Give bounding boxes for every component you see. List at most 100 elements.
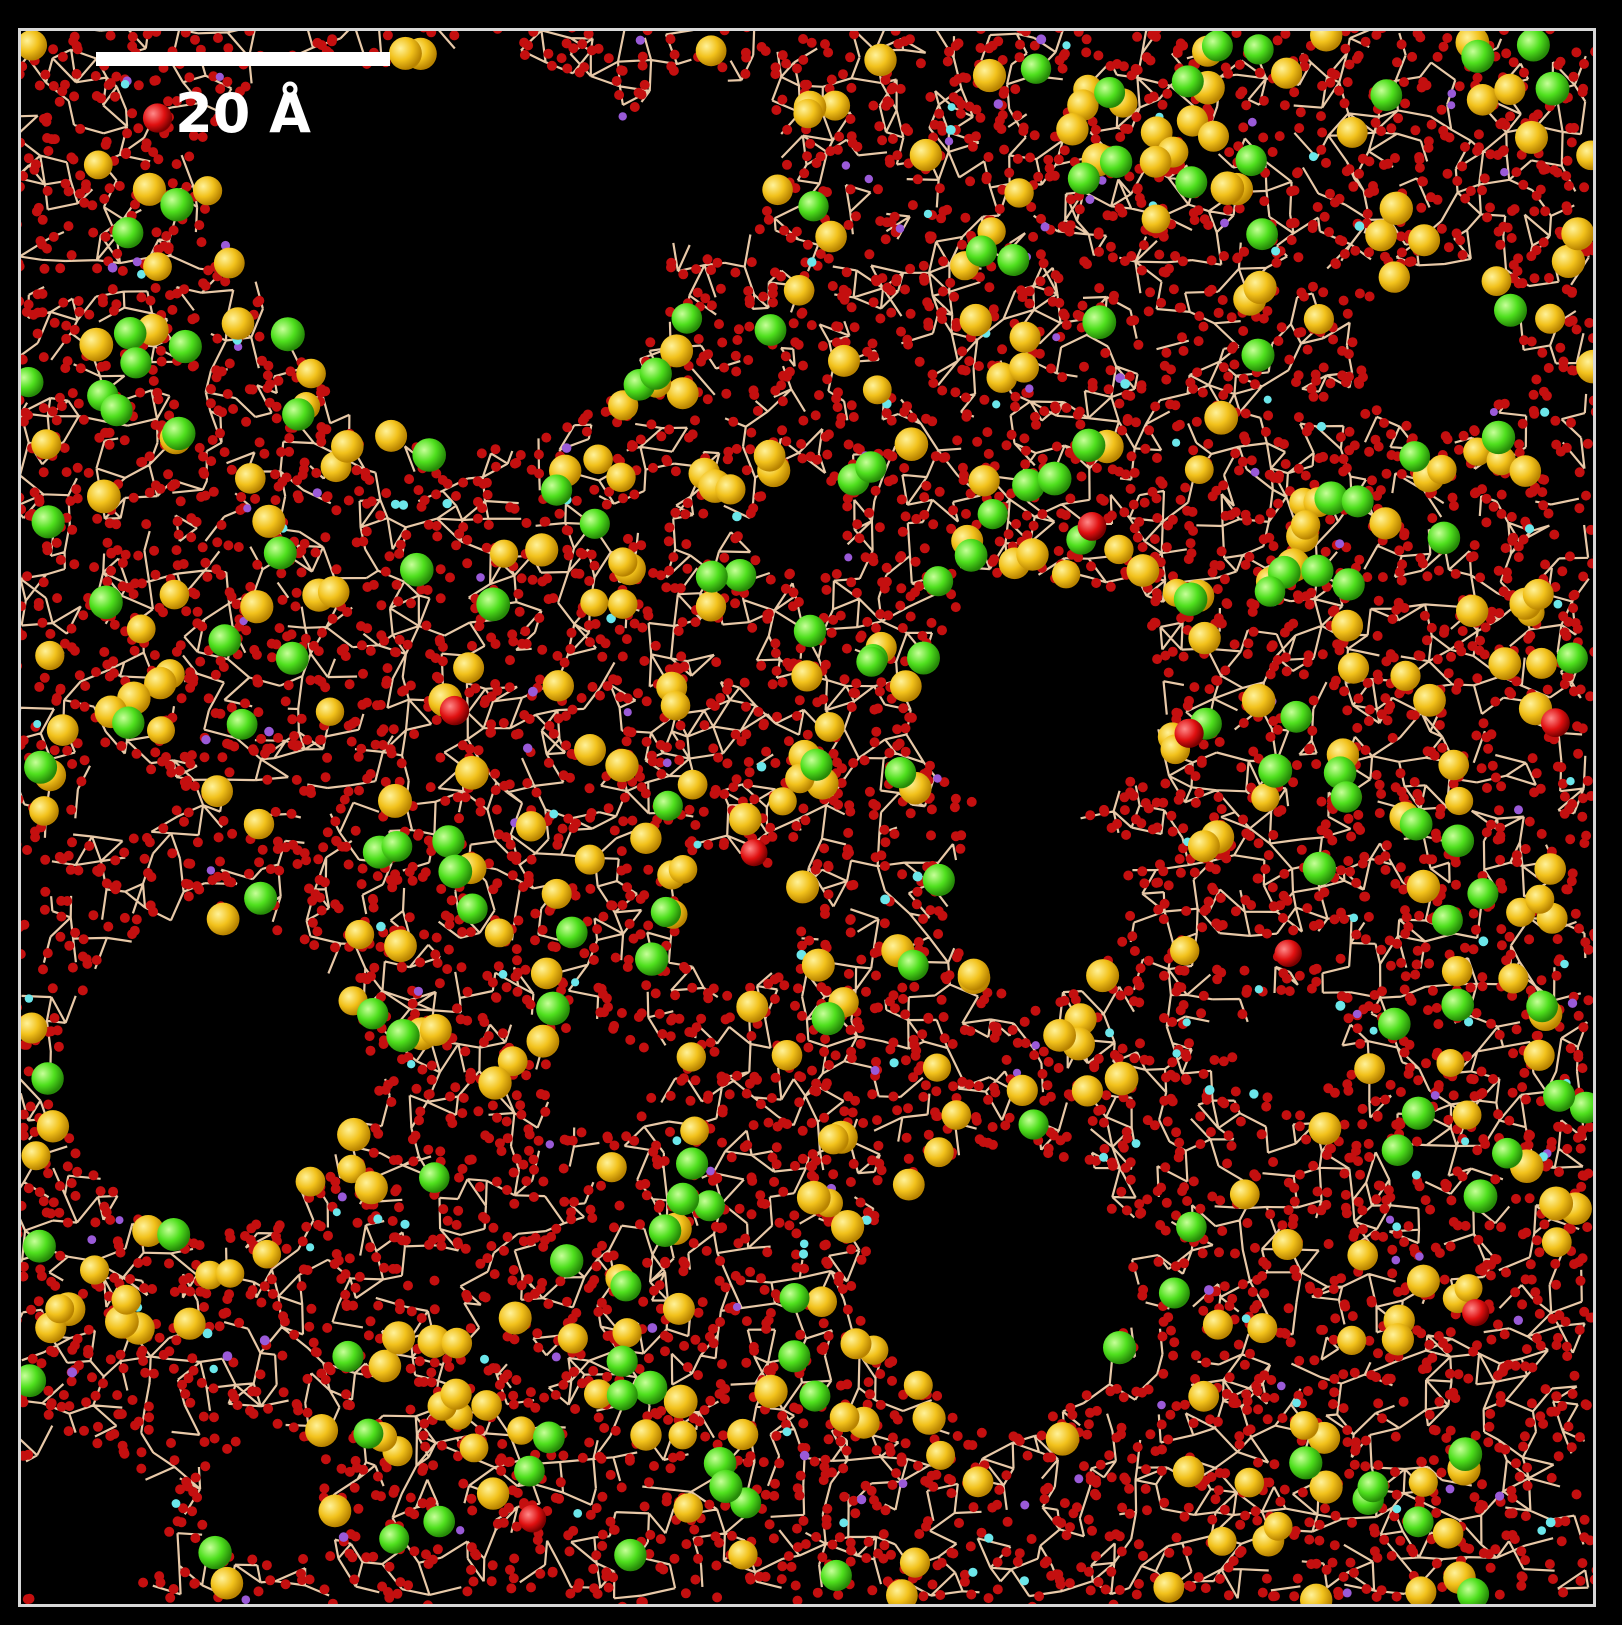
green-atom bbox=[1020, 53, 1052, 84]
purple-atom bbox=[662, 758, 672, 768]
purple-atom bbox=[870, 1065, 880, 1075]
cyan-atom bbox=[862, 1215, 872, 1225]
cyan-atom bbox=[1392, 1504, 1402, 1514]
green-atom bbox=[1463, 1179, 1498, 1214]
cyan-atom bbox=[1316, 421, 1327, 432]
green-atom bbox=[275, 641, 309, 675]
cyan-atom bbox=[1249, 1089, 1259, 1099]
yellow-atom bbox=[1153, 1571, 1185, 1603]
cyan-atom bbox=[1392, 1222, 1402, 1232]
cyan-atom bbox=[756, 761, 767, 772]
red-atom bbox=[1274, 939, 1302, 967]
cyan-atom bbox=[839, 1518, 849, 1528]
cyan-atom bbox=[606, 613, 616, 624]
green-atom bbox=[1258, 753, 1293, 788]
purple-atom bbox=[1277, 1381, 1286, 1391]
cyan-atom bbox=[947, 103, 956, 112]
yellow-atom bbox=[1576, 140, 1593, 171]
green-atom bbox=[1094, 77, 1126, 108]
green-atom bbox=[778, 1340, 811, 1373]
yellow-atom bbox=[243, 808, 275, 840]
green-atom bbox=[1535, 71, 1570, 106]
yellow-atom bbox=[1139, 145, 1172, 178]
yellow-atom bbox=[1539, 1186, 1574, 1221]
green-atom bbox=[1431, 904, 1463, 936]
yellow-atom bbox=[1561, 217, 1593, 251]
yellow-atom bbox=[660, 334, 694, 368]
green-atom bbox=[198, 1535, 232, 1570]
yellow-atom bbox=[159, 579, 190, 610]
yellow-atom bbox=[959, 303, 992, 337]
green-atom bbox=[614, 1538, 647, 1572]
purple-atom bbox=[623, 708, 632, 717]
green-atom bbox=[811, 1002, 845, 1036]
yellow-atom bbox=[695, 591, 727, 622]
green-atom bbox=[884, 757, 917, 789]
green-atom bbox=[400, 552, 434, 587]
yellow-atom bbox=[354, 1171, 388, 1205]
yellow-atom bbox=[1009, 352, 1039, 383]
cyan-atom bbox=[807, 257, 817, 267]
yellow-atom bbox=[1534, 853, 1566, 885]
yellow-atom bbox=[972, 58, 1007, 93]
green-atom bbox=[1370, 79, 1403, 112]
green-atom bbox=[855, 451, 887, 483]
yellow-atom bbox=[1535, 303, 1566, 334]
cyan-atom bbox=[171, 1499, 181, 1508]
green-atom bbox=[357, 998, 389, 1030]
green-atom bbox=[419, 1162, 450, 1193]
green-atom bbox=[113, 317, 147, 350]
yellow-atom bbox=[957, 958, 990, 991]
cyan-atom bbox=[1182, 1018, 1191, 1027]
purple-atom bbox=[1447, 101, 1456, 110]
yellow-atom bbox=[1365, 219, 1397, 252]
green-atom bbox=[112, 217, 144, 249]
purple-atom bbox=[206, 866, 216, 875]
yellow-atom bbox=[345, 919, 375, 950]
purple-atom bbox=[233, 342, 243, 351]
yellow-atom bbox=[1576, 349, 1593, 384]
cyan-atom bbox=[1241, 1314, 1251, 1323]
red-atom bbox=[1462, 1299, 1490, 1327]
green-atom bbox=[798, 191, 829, 222]
green-atom bbox=[31, 505, 65, 539]
green-atom bbox=[270, 317, 305, 352]
cyan-atom bbox=[1172, 1049, 1181, 1058]
cyan-atom bbox=[1545, 1517, 1556, 1528]
purple-atom bbox=[1012, 1068, 1022, 1077]
cyan-atom bbox=[1411, 1170, 1421, 1180]
yellow-atom bbox=[1378, 261, 1411, 293]
cyan-atom bbox=[1120, 379, 1131, 389]
yellow-atom bbox=[337, 1117, 371, 1152]
yellow-atom bbox=[384, 929, 417, 963]
yellow-atom bbox=[484, 918, 514, 948]
cyan-atom bbox=[480, 1354, 489, 1364]
cyan-atom bbox=[889, 1058, 899, 1068]
yellow-atom bbox=[1379, 191, 1414, 225]
yellow-atom bbox=[941, 1100, 972, 1130]
green-atom bbox=[1556, 642, 1588, 674]
cyan-atom bbox=[1019, 1576, 1029, 1586]
cyan-atom bbox=[498, 969, 508, 979]
purple-atom bbox=[132, 257, 142, 267]
yellow-atom bbox=[663, 1384, 698, 1419]
yellow-atom bbox=[1347, 1239, 1378, 1271]
green-atom bbox=[23, 1229, 56, 1263]
cyan-atom bbox=[1131, 1139, 1141, 1148]
green-atom bbox=[693, 1190, 725, 1222]
green-atom bbox=[1171, 65, 1204, 98]
yellow-atom bbox=[968, 465, 1000, 497]
purple-atom bbox=[67, 1367, 78, 1378]
purple-atom bbox=[1430, 1091, 1440, 1100]
purple-atom bbox=[635, 35, 645, 45]
green-atom bbox=[89, 585, 123, 620]
green-atom bbox=[263, 536, 297, 570]
yellow-atom bbox=[912, 1401, 946, 1435]
yellow-atom bbox=[605, 748, 639, 783]
yellow-atom bbox=[305, 1414, 339, 1447]
green-atom bbox=[160, 188, 194, 222]
yellow-atom bbox=[814, 712, 845, 742]
yellow-atom bbox=[1071, 1075, 1103, 1107]
purple-atom bbox=[1157, 1400, 1166, 1410]
green-atom bbox=[897, 949, 929, 981]
